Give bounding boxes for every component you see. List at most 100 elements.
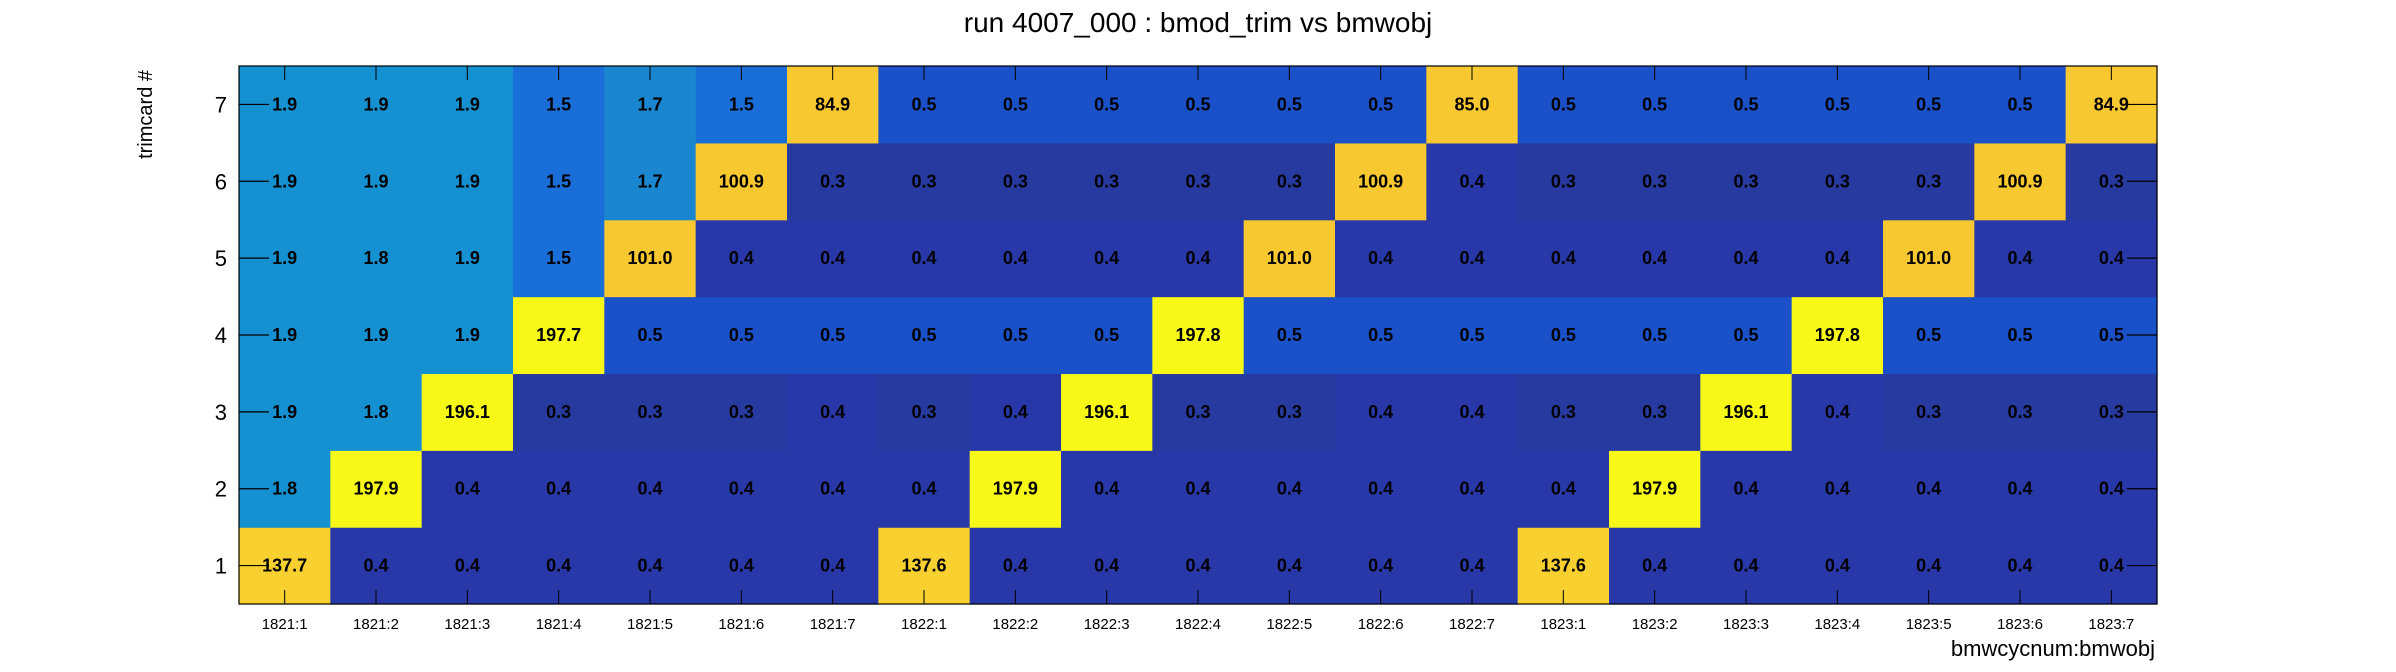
cell-value-label: 1.8 — [363, 248, 388, 268]
cell-value-label: 0.4 — [1459, 248, 1484, 268]
cell-value-label: 100.9 — [1997, 171, 2042, 191]
cell-value-label: 0.5 — [1094, 325, 1119, 345]
chart-title: run 4007_000 : bmod_trim vs bmwobj — [964, 7, 1432, 38]
cell-value-label: 0.4 — [1642, 556, 1667, 576]
heatmap-cell — [1152, 142, 1245, 221]
x-tick-label: 1822:6 — [1358, 616, 1404, 633]
cell-value-label: 1.9 — [363, 171, 388, 191]
cell-value-label: 84.9 — [815, 94, 850, 114]
x-axis-ticks: 1821:1 1821:2 1821:3 1821:4 1821:5 1821:6 1821… — [262, 66, 2134, 633]
cell-value-label: 1.9 — [363, 94, 388, 114]
cell-value-label: 0.4 — [1551, 248, 1576, 268]
cell-value-label: 0.3 — [911, 402, 936, 422]
cell-value-label: 0.4 — [363, 556, 388, 576]
cell-value-label: 1.9 — [363, 325, 388, 345]
cell-value-label: 0.4 — [911, 479, 936, 499]
cell-value-label: 197.9 — [993, 479, 1038, 499]
cell-value-label: 0.4 — [1368, 402, 1393, 422]
heatmap-cell — [604, 450, 697, 528]
y-tick-label: 2 — [215, 477, 227, 502]
cell-value-label: 0.4 — [820, 402, 845, 422]
x-tick-label: 1822:4 — [1175, 616, 1221, 633]
heatmap-cell — [1609, 296, 1701, 375]
cell-value-label: 0.3 — [1916, 171, 1941, 191]
cell-value-label: 0.3 — [1185, 402, 1210, 422]
cell-value-label: 0.5 — [1003, 325, 1028, 345]
heatmap-cell — [330, 296, 423, 375]
heatmap-cell — [1974, 296, 2067, 375]
heatmap-cell — [969, 373, 1062, 451]
cell-value-label: 0.5 — [1551, 94, 1576, 114]
cell-value-label: 0.5 — [1185, 94, 1210, 114]
heatmap-cell — [878, 296, 971, 375]
cell-value-label: 137.7 — [262, 556, 307, 576]
cell-value-label: 0.4 — [1733, 556, 1758, 576]
x-tick-label: 1822:5 — [1266, 616, 1312, 633]
cell-value-label: 1.5 — [729, 94, 754, 114]
heatmap-cell — [604, 373, 697, 451]
heatmap-cell — [421, 373, 514, 451]
cell-value-label: 1.5 — [546, 248, 571, 268]
cell-value-label: 0.3 — [1825, 171, 1850, 191]
cell-value-label: 1.5 — [546, 94, 571, 114]
heatmap-cell — [695, 142, 788, 221]
heatmap-cell — [330, 450, 423, 528]
heatmap-cell — [1426, 450, 1519, 528]
heatmap-cell — [1061, 296, 1153, 375]
cell-value-label: 0.4 — [1003, 248, 1028, 268]
cell-value-label: 1.9 — [455, 325, 480, 345]
cell-value-label: 0.5 — [1368, 325, 1393, 345]
cell-value-label: 0.3 — [1277, 171, 1302, 191]
cell-value-label: 0.4 — [2007, 556, 2032, 576]
cell-value-label: 0.3 — [820, 171, 845, 191]
y-tick-label: 4 — [215, 323, 227, 348]
cell-value-label: 0.3 — [546, 402, 571, 422]
y-tick-label: 3 — [215, 400, 227, 425]
cell-value-label: 0.4 — [1825, 556, 1850, 576]
heatmap-cell — [878, 373, 971, 451]
heatmap-cell — [695, 450, 788, 528]
heatmap-cell — [1791, 296, 1884, 375]
heatmap-cell — [513, 296, 605, 375]
cell-value-label: 0.3 — [2099, 402, 2124, 422]
cell-value-label: 0.5 — [2007, 325, 2032, 345]
heatmap-cell — [1791, 142, 1884, 221]
cell-value-label: 0.4 — [2099, 556, 2124, 576]
heatmap-cell — [1061, 142, 1153, 221]
x-tick-label: 1821:6 — [718, 616, 764, 633]
heatmap-cell — [1061, 219, 1153, 298]
cell-value-label: 85.0 — [1454, 94, 1489, 114]
cell-value-label: 0.5 — [2007, 94, 2032, 114]
heatmap-cell — [1243, 219, 1336, 298]
cell-value-label: 0.4 — [1368, 248, 1393, 268]
y-tick-label: 5 — [215, 246, 227, 271]
cell-value-label: 0.4 — [1003, 402, 1028, 422]
x-tick-label: 1823:7 — [2088, 616, 2134, 633]
heatmap-cell — [330, 142, 423, 221]
heatmap-cell — [1335, 373, 1427, 451]
plot-frame — [238, 65, 2158, 605]
heatmap-cell — [1791, 373, 1884, 451]
heatmap-cell — [1974, 142, 2067, 221]
cell-value-label: 1.7 — [637, 171, 662, 191]
cell-value-label: 0.5 — [729, 325, 754, 345]
cell-value-label: 0.4 — [820, 479, 845, 499]
heatmap-cell — [1517, 296, 1610, 375]
cell-value-label: 0.4 — [1277, 556, 1302, 576]
heatmap-cell — [1700, 450, 1793, 528]
cell-value-label: 0.4 — [1094, 248, 1119, 268]
cell-value-label: 0.4 — [455, 479, 480, 499]
cell-value-label: 1.8 — [272, 479, 297, 499]
heatmap-cell — [1883, 450, 1975, 528]
heatmap-cell — [1791, 219, 1884, 298]
cell-value-label: 0.4 — [729, 556, 754, 576]
cell-value-label: 0.4 — [455, 556, 480, 576]
x-tick-label: 1821:4 — [536, 616, 582, 633]
cell-value-label: 0.4 — [1094, 556, 1119, 576]
cell-value-label: 1.9 — [455, 171, 480, 191]
cell-value-label: 0.4 — [1368, 556, 1393, 576]
heatmap-cell — [878, 142, 971, 221]
heatmap-cell — [421, 450, 514, 528]
cell-value-label: 137.6 — [901, 556, 946, 576]
